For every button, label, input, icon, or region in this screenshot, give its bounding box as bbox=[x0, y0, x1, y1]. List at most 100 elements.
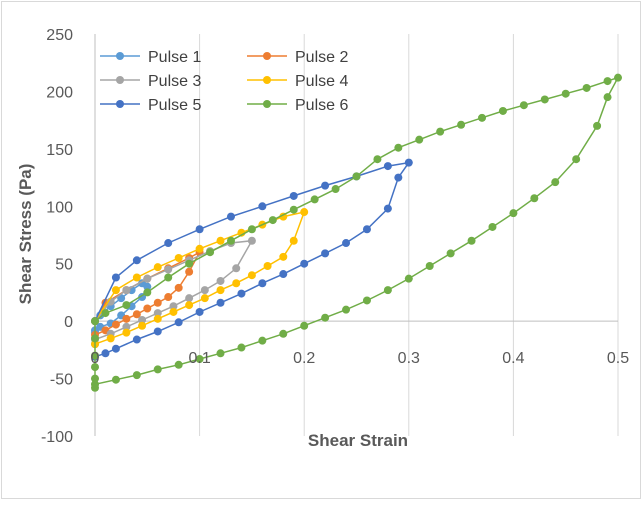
data-point bbox=[164, 293, 173, 302]
data-point bbox=[300, 259, 309, 268]
data-point bbox=[561, 89, 570, 98]
data-point bbox=[226, 236, 235, 245]
data-point bbox=[216, 276, 225, 285]
data-point bbox=[258, 336, 267, 345]
data-point bbox=[185, 267, 194, 276]
data-point bbox=[247, 236, 256, 245]
data-point bbox=[143, 288, 152, 297]
legend: Pulse 1 Pulse 2 Pulse 3 Pulse 4 Pulse 5 Pulse… bbox=[100, 49, 348, 114]
data-point bbox=[263, 262, 272, 271]
data-point bbox=[603, 93, 612, 102]
data-point bbox=[593, 121, 602, 130]
data-point bbox=[498, 106, 507, 115]
data-point bbox=[153, 314, 162, 323]
data-point bbox=[404, 274, 413, 283]
data-point bbox=[111, 320, 120, 329]
x-tick-label: 0.2 bbox=[293, 350, 315, 367]
data-point bbox=[206, 248, 215, 257]
data-point bbox=[106, 334, 115, 343]
data-point bbox=[467, 236, 476, 245]
data-point bbox=[279, 329, 288, 338]
series-6 bbox=[91, 73, 622, 392]
data-point bbox=[232, 279, 241, 288]
grid-layer bbox=[199, 34, 619, 436]
data-point bbox=[216, 349, 225, 358]
data-point bbox=[394, 173, 403, 182]
legend-entry: Pulse 3 bbox=[100, 73, 201, 90]
data-point bbox=[394, 143, 403, 152]
legend-label: Pulse 2 bbox=[295, 49, 348, 66]
data-point bbox=[300, 208, 309, 217]
data-point bbox=[153, 309, 162, 318]
legend-entry: Pulse 6 bbox=[247, 97, 348, 114]
data-point bbox=[200, 286, 209, 295]
data-point bbox=[603, 77, 612, 86]
legend-marker bbox=[116, 52, 124, 60]
data-point bbox=[300, 321, 309, 330]
data-point bbox=[132, 256, 141, 265]
data-point bbox=[530, 194, 539, 203]
data-point bbox=[216, 236, 225, 245]
data-point bbox=[122, 301, 131, 310]
data-point bbox=[540, 95, 549, 104]
x-tick-label: 0.3 bbox=[398, 350, 420, 367]
data-point bbox=[247, 225, 256, 234]
data-point bbox=[91, 334, 99, 343]
axis-layer bbox=[94, 34, 618, 436]
data-point bbox=[373, 155, 382, 164]
data-point bbox=[237, 343, 246, 352]
data-point bbox=[138, 279, 147, 288]
data-point bbox=[226, 212, 235, 221]
data-point bbox=[200, 294, 209, 303]
data-point bbox=[342, 239, 351, 248]
data-point bbox=[258, 202, 267, 211]
data-point bbox=[237, 289, 246, 298]
legend-entry: Pulse 5 bbox=[100, 97, 201, 114]
x-tick-label: 0.1 bbox=[188, 350, 210, 367]
data-point bbox=[185, 259, 194, 268]
data-point bbox=[91, 383, 99, 392]
data-point bbox=[342, 305, 351, 314]
data-point bbox=[169, 302, 178, 311]
data-point bbox=[111, 344, 120, 353]
data-point bbox=[383, 204, 392, 213]
data-point bbox=[153, 327, 162, 336]
data-point bbox=[132, 335, 141, 344]
data-point bbox=[174, 283, 183, 292]
data-point bbox=[279, 252, 288, 261]
data-point bbox=[289, 236, 298, 245]
data-point bbox=[436, 127, 445, 136]
data-point bbox=[138, 315, 147, 324]
data-point bbox=[164, 273, 173, 282]
data-point bbox=[153, 263, 162, 272]
data-point bbox=[195, 355, 204, 364]
y-tick-label: 0 bbox=[64, 314, 73, 331]
legend-entry: Pulse 4 bbox=[247, 73, 348, 90]
data-point bbox=[289, 205, 298, 214]
data-point bbox=[258, 279, 267, 288]
tick-labels: -100 -50 0 50 100 150 200 250 0 0.1 0.2 0.3 0.4 0.5 bbox=[41, 27, 629, 446]
data-point bbox=[185, 301, 194, 310]
x-axis-title: Shear Strain bbox=[308, 431, 408, 450]
y-tick-label: -50 bbox=[50, 372, 73, 389]
data-point bbox=[91, 351, 99, 360]
data-point bbox=[551, 178, 560, 187]
y-tick-label: 200 bbox=[46, 84, 73, 101]
data-point bbox=[519, 101, 528, 110]
legend-marker bbox=[116, 76, 124, 84]
data-point bbox=[185, 294, 194, 303]
data-point bbox=[111, 273, 120, 282]
legend-label: Pulse 5 bbox=[148, 97, 201, 114]
data-point bbox=[169, 307, 178, 316]
data-point bbox=[91, 363, 99, 372]
y-tick-label: 150 bbox=[46, 142, 73, 159]
data-point bbox=[247, 271, 256, 280]
data-point bbox=[153, 365, 162, 374]
data-point bbox=[415, 135, 424, 144]
data-point bbox=[174, 253, 183, 262]
series-line bbox=[94, 76, 620, 388]
data-point bbox=[195, 225, 204, 234]
x-tick-label: 0.4 bbox=[502, 350, 524, 367]
